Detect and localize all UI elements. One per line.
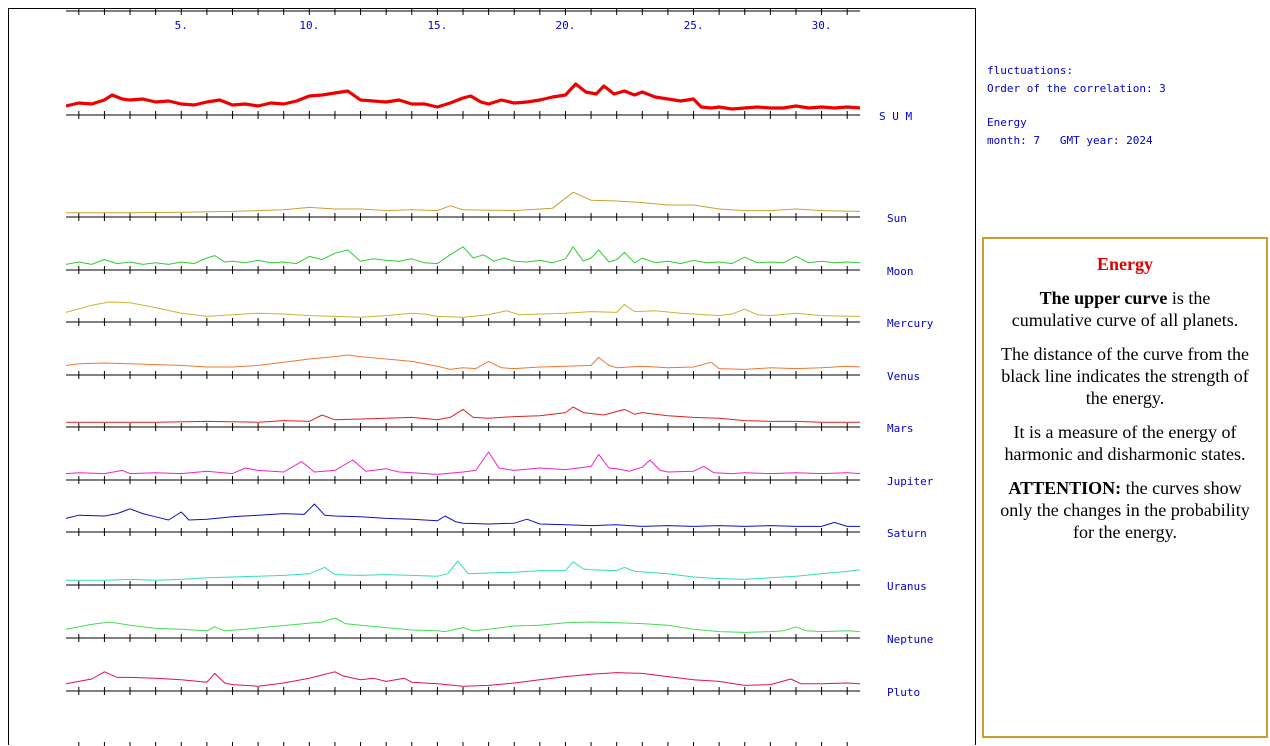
- series-label-moon: Moon: [887, 265, 914, 278]
- series-sum-line: [65, 82, 861, 111]
- meta-order: Order of the correlation: 3: [987, 82, 1166, 95]
- info-title: Energy: [1097, 254, 1153, 274]
- meta-date: month: 7 GMT year: 2024: [987, 132, 1267, 150]
- chart-meta: fluctuations: Order of the correlation: …: [987, 62, 1267, 150]
- info-paragraph-1: The upper curve is the cumulative curve …: [1000, 287, 1250, 331]
- meta-year: GMT year: 2024: [1059, 134, 1153, 147]
- info-paragraph-4: ATTENTION: the curves show only the chan…: [1000, 477, 1250, 543]
- series-neptune-line: [65, 617, 861, 633]
- series-label-pluto: Pluto: [887, 686, 920, 699]
- x-tick-label: 25.: [684, 19, 704, 32]
- chart-panel: 5. 10. 15. 20. 25. 30. S U M Sun Moon Mercury Venu…: [8, 8, 976, 746]
- series-sun-line: [66, 191, 861, 214]
- series-mars-line: [66, 406, 860, 423]
- info-paragraph-3: It is a measure of the energy of harmoni…: [1004, 422, 1246, 464]
- series-venus-line: [65, 354, 861, 370]
- series-label-sun: Sun: [887, 212, 907, 225]
- info-box: Energy The upper curve is the cumulative…: [982, 237, 1268, 738]
- meta-fluctuations: fluctuations:: [987, 64, 1074, 77]
- x-tick-label: 20.: [556, 19, 576, 32]
- series-label-jupiter: Jupiter: [887, 475, 934, 488]
- series-label-mars: Mars: [887, 422, 914, 435]
- info-p1-text: is the cumulative curve of all planets.: [1011, 288, 1239, 330]
- x-tick-label: 10.: [299, 19, 319, 32]
- series-pluto-line: [65, 671, 861, 687]
- series-label-mercury: Mercury: [887, 317, 934, 330]
- info-p4-bold: ATTENTION:: [1008, 478, 1122, 498]
- x-tick-label: 15.: [427, 19, 447, 32]
- planet-energy-chart: 5. 10. 15. 20. 25. 30. S U M Sun Moon Mercury Venu…: [65, 9, 934, 746]
- series-saturn-line: [65, 503, 860, 527]
- series-uranus-line: [66, 560, 861, 581]
- meta-month: month: 7: [987, 134, 1040, 147]
- x-tick-label: 30.: [812, 19, 832, 32]
- x-tick-label: 5.: [175, 19, 188, 32]
- series-label-neptune: Neptune: [887, 633, 933, 646]
- series-jupiter-line: [65, 451, 861, 475]
- series-label-uranus: Uranus: [887, 580, 927, 593]
- info-p1-bold: The upper curve: [1039, 288, 1168, 308]
- series-mercury-line: [65, 301, 861, 318]
- info-paragraph-2: The distance of the curve from the black…: [1001, 344, 1249, 408]
- meta-energy: Energy: [987, 116, 1027, 129]
- series-label-sum: S U M: [879, 110, 912, 123]
- series-moon-line: [65, 246, 861, 265]
- series-label-saturn: Saturn: [887, 527, 927, 540]
- info-p4-text: the curves show only the changes in the …: [1000, 478, 1250, 542]
- series-label-venus: Venus: [887, 370, 920, 383]
